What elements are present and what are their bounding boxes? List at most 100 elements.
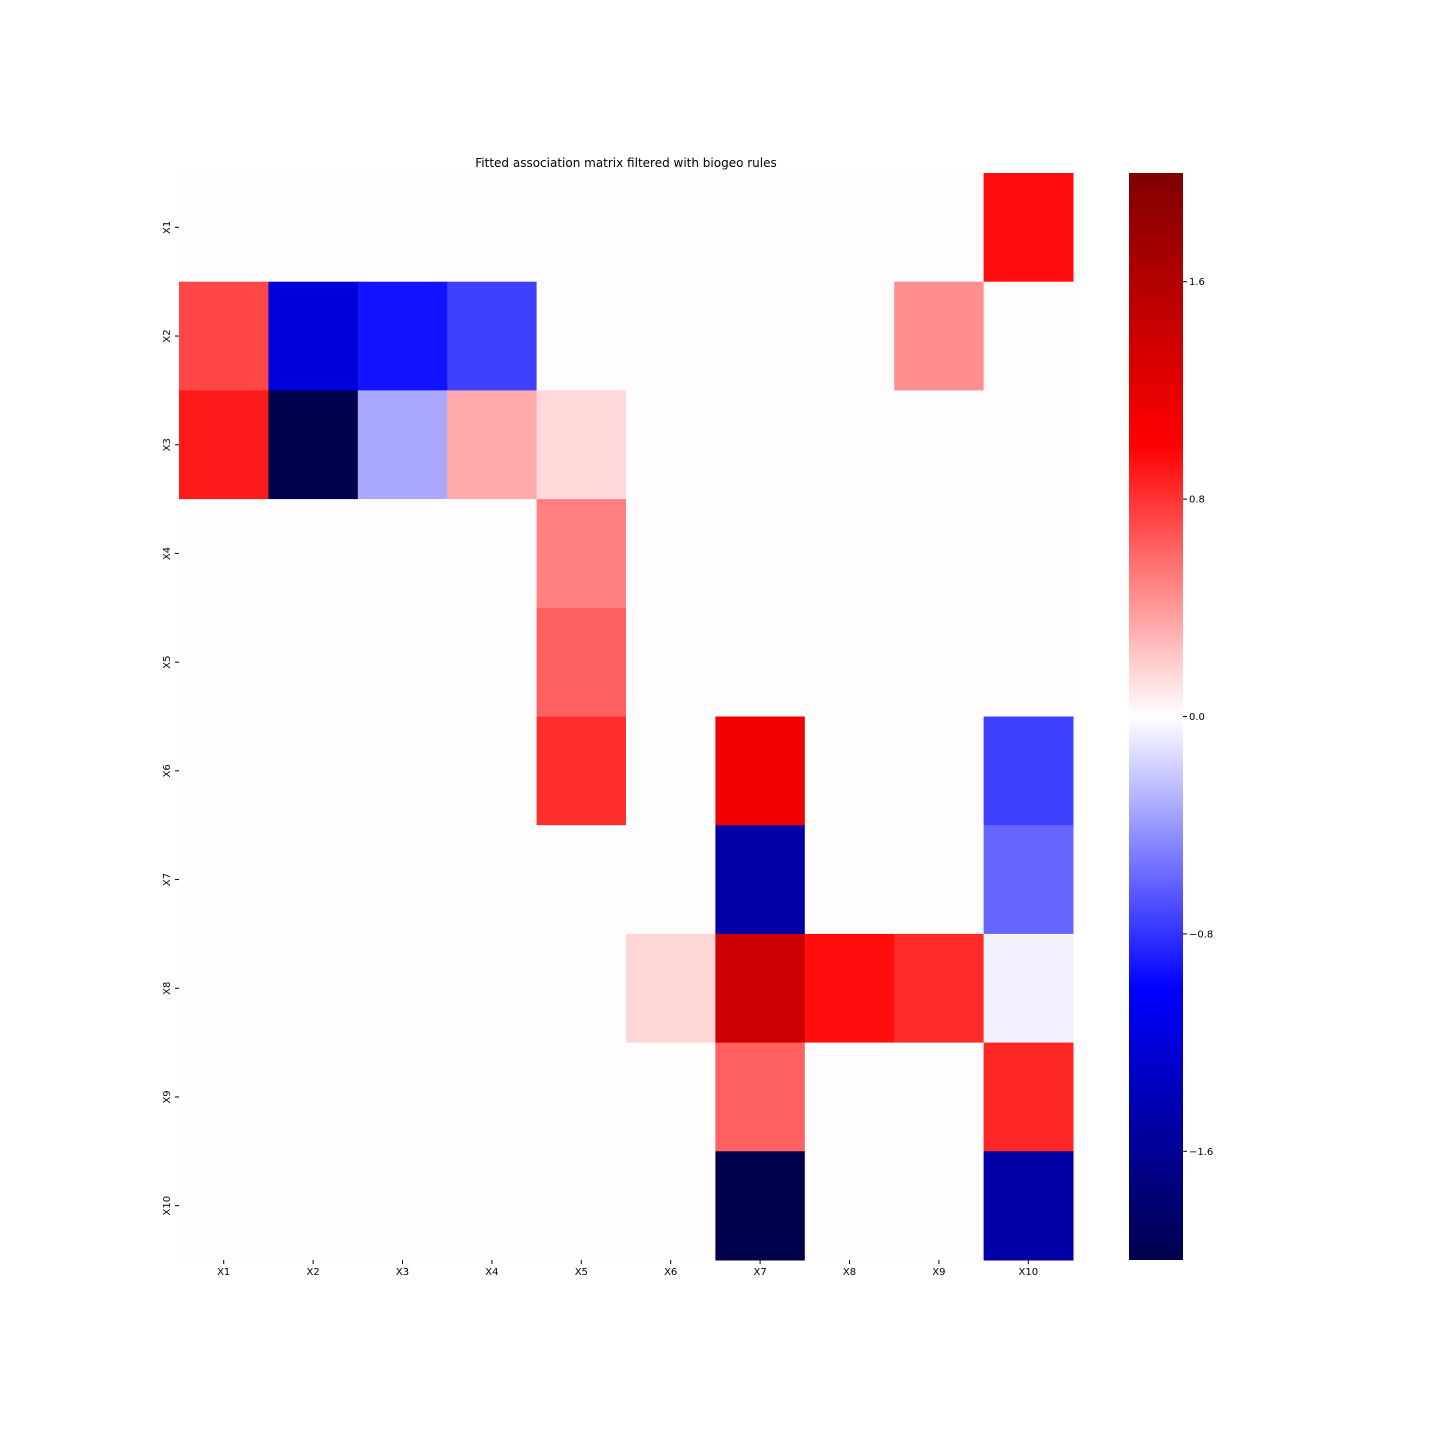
colorbar	[1129, 173, 1183, 1260]
heatmap-cell-X5-X10	[983, 607, 1074, 717]
heatmap-cell-X4-X1	[179, 499, 269, 609]
heatmap-cell-X10-X9	[894, 1151, 985, 1261]
heatmap-cell-X9-X7	[715, 1042, 806, 1152]
heatmap-cell-X10-X1	[179, 1151, 269, 1261]
heatmap-cell-X8-X6	[626, 933, 716, 1044]
heatmap-cell-X7-X5	[536, 825, 627, 935]
heatmap-cell-X3-X4	[447, 390, 538, 500]
heatmap-cell-X5-X2	[268, 607, 359, 717]
colorbar-tick-label: −1.6	[1189, 1147, 1213, 1158]
heatmap-cell-X2-X4	[447, 281, 538, 391]
heatmap-cell-X7-X10	[983, 825, 1074, 935]
heatmap-cell-X6-X9	[894, 716, 985, 826]
heatmap-cell-X5-X6	[626, 607, 716, 717]
heatmap-cell-X3-X3	[357, 390, 448, 500]
heatmap-cell-X4-X10	[983, 499, 1074, 609]
heatmap-cells	[179, 173, 1074, 1261]
heatmap-cell-X6-X3	[357, 716, 448, 826]
colorbar-tick-label: 0.0	[1189, 712, 1205, 723]
heatmap-cell-X5-X7	[715, 607, 806, 717]
x-tick-label: X5	[575, 1267, 588, 1278]
heatmap-cell-X1-X4	[447, 173, 538, 283]
x-tick-label: X9	[932, 1267, 945, 1278]
heatmap-cell-X7-X9	[894, 825, 985, 935]
heatmap-cell-X8-X10	[983, 933, 1074, 1044]
y-tick-label: X1	[162, 221, 173, 234]
heatmap-cell-X8-X9	[894, 933, 985, 1044]
heatmap-cell-X5-X1	[179, 607, 269, 717]
heatmap-cell-X3-X8	[804, 390, 895, 500]
heatmap-cell-X9-X10	[983, 1042, 1074, 1152]
heatmap-cell-X10-X6	[626, 1151, 716, 1261]
y-tick-label: X4	[162, 547, 173, 560]
heatmap-cell-X5-X3	[357, 607, 448, 717]
x-axis: X1 X2 X3 X4 X5 X6 X7 X8 X9 X10	[217, 1260, 1038, 1278]
heatmap-cell-X4-X4	[447, 499, 538, 609]
heatmap-cell-X4-X8	[804, 499, 895, 609]
heatmap-cell-X3-X1	[179, 390, 269, 500]
heatmap-cell-X5-X8	[804, 607, 895, 717]
colorbar-tick-label: 1.6	[1189, 277, 1205, 288]
heatmap-cell-X7-X3	[357, 825, 448, 935]
heatmap-cell-X1-X6	[626, 173, 716, 283]
heatmap-cell-X2-X2	[268, 281, 359, 391]
heatmap-cell-X7-X6	[626, 825, 716, 935]
heatmap-cell-X6-X5	[536, 716, 627, 826]
y-tick-label: X2	[162, 329, 173, 342]
heatmap-cell-X6-X8	[804, 716, 895, 826]
x-tick-label: X4	[485, 1267, 498, 1278]
heatmap-cell-X2-X10	[983, 281, 1074, 391]
heatmap-cell-X3-X10	[983, 390, 1074, 500]
heatmap-cell-X4-X5	[536, 499, 627, 609]
heatmap-cell-X3-X7	[715, 390, 806, 500]
heatmap-cell-X1-X10	[983, 173, 1074, 283]
y-tick-label: X9	[162, 1090, 173, 1103]
heatmap-cell-X7-X7	[715, 825, 806, 935]
heatmap-cell-X8-X2	[268, 933, 359, 1044]
heatmap-cell-X5-X9	[894, 607, 985, 717]
heatmap-cell-X10-X2	[268, 1151, 359, 1261]
heatmap-cell-X2-X5	[536, 281, 627, 391]
heatmap-cell-X2-X3	[357, 281, 448, 391]
heatmap-cell-X6-X10	[983, 716, 1074, 826]
heatmap-cell-X4-X2	[268, 499, 359, 609]
heatmap-cell-X2-X7	[715, 281, 806, 391]
chart-title: Fitted association matrix filtered with …	[475, 156, 777, 170]
heatmap-cell-X9-X4	[447, 1042, 538, 1152]
heatmap-cell-X10-X7	[715, 1151, 806, 1261]
heatmap-cell-X8-X8	[804, 933, 895, 1044]
heatmap-cell-X1-X2	[268, 173, 359, 283]
heatmap-cell-X3-X9	[894, 390, 985, 500]
heatmap-cell-X4-X9	[894, 499, 985, 609]
heatmap-cell-X4-X6	[626, 499, 716, 609]
heatmap-cell-X3-X5	[536, 390, 627, 500]
heatmap-cell-X6-X4	[447, 716, 538, 826]
heatmap-cell-X7-X4	[447, 825, 538, 935]
y-tick-label: X7	[162, 873, 173, 886]
x-tick-label: X3	[396, 1267, 409, 1278]
heatmap-cell-X9-X3	[357, 1042, 448, 1152]
heatmap-cell-X5-X4	[447, 607, 538, 717]
x-tick-label: X1	[217, 1267, 230, 1278]
heatmap-cell-X1-X8	[804, 173, 895, 283]
heatmap-cell-X1-X1	[179, 173, 269, 283]
heatmap-cell-X3-X6	[626, 390, 716, 500]
colorbar-tick-label: −0.8	[1189, 929, 1213, 940]
y-tick-label: X3	[162, 438, 173, 451]
heatmap-cell-X6-X2	[268, 716, 359, 826]
heatmap-cell-X6-X7	[715, 716, 806, 826]
colorbar-axis: 1.6 0.8 0.0 −0.8 −1.6	[1183, 277, 1213, 1158]
heatmap-cell-X9-X8	[804, 1042, 895, 1152]
heatmap-cell-X9-X9	[894, 1042, 985, 1152]
heatmap-cell-X9-X2	[268, 1042, 359, 1152]
heatmap-cell-X9-X1	[179, 1042, 269, 1152]
colorbar-tick-label: 0.8	[1189, 495, 1205, 506]
heatmap-cell-X1-X5	[536, 173, 627, 283]
heatmap-cell-X8-X4	[447, 933, 538, 1044]
heatmap-cell-X7-X2	[268, 825, 359, 935]
heatmap-cell-X10-X10	[983, 1151, 1074, 1261]
heatmap-cell-X10-X3	[357, 1151, 448, 1261]
heatmap-cell-X4-X7	[715, 499, 806, 609]
heatmap-cell-X7-X1	[179, 825, 269, 935]
